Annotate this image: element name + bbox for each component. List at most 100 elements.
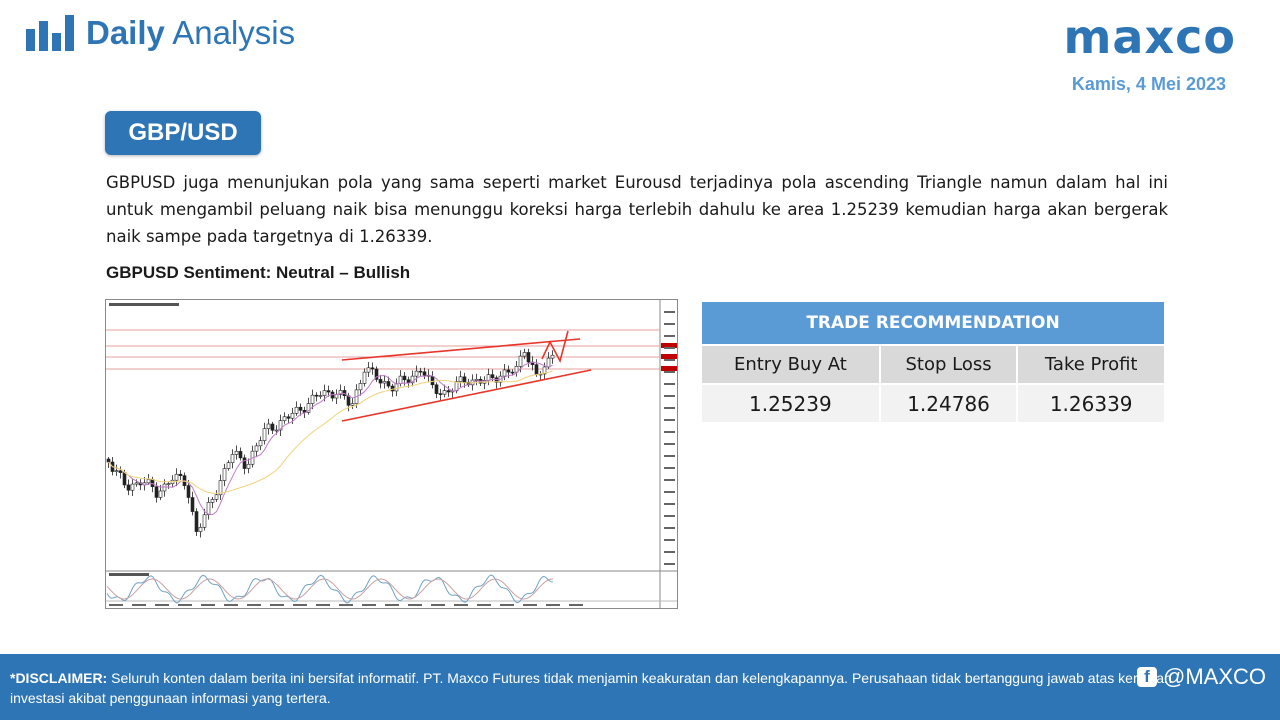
candle-body bbox=[302, 410, 307, 413]
price-tick bbox=[664, 551, 675, 553]
candle-body bbox=[518, 355, 523, 367]
time-tick bbox=[155, 604, 169, 606]
candle-body bbox=[442, 390, 447, 395]
price-tick bbox=[664, 431, 675, 433]
candle-body bbox=[282, 416, 287, 421]
price-tick bbox=[664, 467, 675, 469]
price-tick bbox=[664, 443, 675, 445]
candle-body bbox=[506, 369, 511, 373]
price-tick bbox=[664, 335, 675, 337]
projection-path bbox=[541, 330, 569, 364]
price-tick bbox=[664, 323, 675, 325]
time-tick bbox=[132, 604, 146, 606]
price-tick bbox=[664, 419, 675, 421]
sentiment-line: GBPUSD Sentiment: Neutral – Bullish bbox=[106, 263, 411, 282]
price-tick bbox=[664, 515, 675, 517]
candle-body bbox=[410, 375, 415, 384]
time-tick bbox=[408, 604, 422, 606]
candle-body bbox=[362, 371, 367, 384]
time-tick bbox=[224, 604, 238, 606]
oscillator-signal-line bbox=[106, 578, 554, 600]
footer-bar: *DISCLAIMER: Seluruh konten dalam berita… bbox=[0, 654, 1280, 720]
ma-slow-line bbox=[108, 370, 553, 494]
time-tick bbox=[339, 604, 353, 606]
candle-body bbox=[522, 352, 527, 357]
price-tick bbox=[664, 503, 675, 505]
entry-label: Entry Buy At bbox=[702, 346, 879, 383]
candle-body bbox=[230, 454, 235, 464]
candle-body bbox=[546, 357, 551, 368]
candle-body bbox=[306, 403, 311, 413]
time-tick bbox=[201, 604, 215, 606]
candle-body bbox=[526, 352, 531, 363]
price-tick bbox=[664, 563, 675, 565]
time-tick bbox=[178, 604, 192, 606]
candle-body bbox=[266, 423, 271, 429]
stop-loss-value: 1.24786 bbox=[880, 385, 1017, 422]
title-bold: Daily bbox=[86, 14, 165, 51]
candle-body bbox=[218, 480, 223, 496]
candle-body bbox=[118, 470, 123, 473]
candle-body bbox=[246, 463, 251, 469]
candle-body bbox=[146, 479, 151, 484]
time-tick bbox=[500, 604, 514, 606]
disclaimer-text: Seluruh konten dalam berita ini bersifat… bbox=[10, 670, 1172, 706]
social-handle-text: @MAXCO bbox=[1162, 664, 1266, 689]
candle-body bbox=[194, 511, 199, 532]
candle-body bbox=[154, 486, 159, 498]
trade-heading: TRADE RECOMMENDATION bbox=[702, 302, 1164, 344]
candle-body bbox=[242, 457, 247, 469]
candle-body bbox=[234, 451, 239, 455]
candle-body bbox=[226, 462, 231, 469]
candle-body bbox=[210, 499, 215, 503]
lower-trendline bbox=[341, 369, 592, 422]
candle-body bbox=[550, 354, 555, 359]
time-tick bbox=[454, 604, 468, 606]
social-handle[interactable]: f @MAXCO bbox=[1136, 664, 1266, 690]
candle-body bbox=[178, 473, 183, 476]
price-chart-image bbox=[105, 299, 678, 609]
candle-body bbox=[130, 483, 135, 491]
price-tick bbox=[664, 311, 675, 313]
upper-trendline bbox=[341, 338, 581, 361]
candle-body bbox=[318, 395, 323, 397]
pair-badge: GBP/USD bbox=[105, 111, 261, 155]
candle-body bbox=[122, 472, 127, 486]
candle-body bbox=[386, 381, 391, 387]
candle-body bbox=[434, 384, 439, 394]
time-tick bbox=[316, 604, 330, 606]
candle-body bbox=[298, 406, 303, 411]
price-tick bbox=[664, 347, 675, 349]
candle-body bbox=[414, 370, 419, 377]
price-tick bbox=[664, 479, 675, 481]
time-tick bbox=[569, 604, 583, 606]
candle-body bbox=[338, 390, 343, 395]
facebook-icon: f bbox=[1136, 667, 1157, 687]
candle-body bbox=[238, 451, 243, 459]
chart-header-text bbox=[109, 303, 179, 306]
candle-body bbox=[314, 394, 319, 397]
candle-body bbox=[222, 468, 227, 481]
oscillator-header-text bbox=[109, 573, 149, 576]
report-date: Kamis, 4 Mei 2023 bbox=[1071, 74, 1226, 94]
time-axis-ticks bbox=[109, 604, 583, 606]
time-tick bbox=[477, 604, 491, 606]
candle-body bbox=[542, 366, 547, 375]
candle-body bbox=[114, 470, 119, 472]
candle-body bbox=[358, 383, 363, 391]
candle-body bbox=[510, 371, 515, 374]
candle-body bbox=[190, 497, 195, 512]
candle-body bbox=[514, 366, 519, 373]
candle-body bbox=[486, 374, 491, 381]
candle-body bbox=[398, 375, 403, 384]
header-title: Daily Analysis bbox=[26, 14, 295, 52]
candle-body bbox=[462, 376, 467, 383]
candle-body bbox=[502, 369, 507, 377]
candle-body bbox=[106, 458, 111, 463]
maxco-logo: maxco bbox=[1063, 10, 1236, 64]
candle-body bbox=[198, 527, 203, 532]
time-tick bbox=[109, 604, 123, 606]
time-tick bbox=[431, 604, 445, 606]
price-tick bbox=[664, 359, 675, 361]
candle-body bbox=[262, 428, 267, 441]
